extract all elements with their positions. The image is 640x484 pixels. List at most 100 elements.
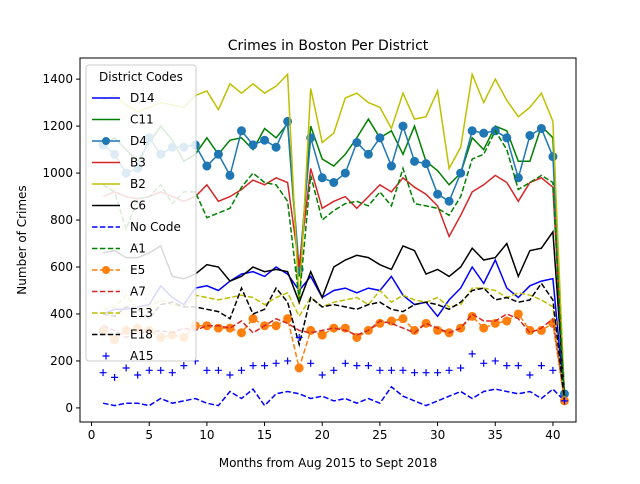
data-point: [537, 362, 545, 370]
data-point: [525, 130, 535, 140]
data-point: [468, 350, 476, 358]
y-tick-label: 1000: [42, 166, 73, 180]
data-point: [111, 373, 119, 381]
data-point: [387, 366, 395, 374]
data-point: [479, 128, 489, 138]
series-a15: [99, 333, 568, 405]
data-point: [213, 149, 223, 159]
legend-entry-e18: E18: [92, 328, 153, 342]
data-point: [180, 362, 188, 370]
data-point: [353, 362, 361, 370]
x-tick-label: 35: [488, 428, 503, 442]
data-point: [307, 359, 315, 367]
legend: District Codes D14 C11 D4 B3 B2 C6 No Code A1 E5…: [85, 64, 197, 363]
legend-label: C6: [130, 199, 146, 213]
data-point: [340, 168, 350, 178]
legend-entry-d14: D14: [92, 91, 155, 105]
data-point: [434, 369, 442, 377]
legend-marker: [102, 352, 110, 360]
data-point: [145, 366, 153, 374]
series-no-code: [102, 385, 566, 407]
data-point: [99, 369, 107, 377]
legend-marker: [102, 137, 110, 145]
legend-entry-no-code: No Code: [92, 220, 181, 234]
legend-marker: [102, 266, 110, 274]
data-point: [422, 369, 430, 377]
data-point: [248, 314, 258, 324]
legend-label: A7: [130, 285, 146, 299]
y-tick-label: 800: [50, 213, 73, 227]
y-tick-label: 600: [50, 260, 73, 274]
data-point: [168, 369, 176, 377]
data-point: [271, 321, 281, 331]
y-tick-label: 200: [50, 354, 73, 368]
x-tick-label: 20: [315, 428, 330, 442]
data-point: [491, 357, 499, 365]
data-point: [398, 314, 408, 324]
data-point: [514, 362, 522, 370]
data-point: [467, 126, 477, 136]
y-tick-label: 1400: [42, 72, 73, 86]
data-point: [249, 362, 257, 370]
data-point: [202, 161, 212, 171]
chart-title: Crimes in Boston Per District: [228, 38, 429, 54]
data-point: [457, 364, 465, 372]
data-point: [526, 371, 534, 379]
y-tick-label: 1200: [42, 119, 73, 133]
data-point: [411, 369, 419, 377]
legend-label: D4: [130, 134, 147, 148]
data-point: [502, 133, 512, 143]
y-tick-label: 0: [65, 401, 73, 415]
legend-label: D14: [130, 91, 155, 105]
data-point: [226, 371, 234, 379]
data-point: [284, 357, 292, 365]
legend-label: C11: [130, 113, 154, 127]
data-point: [479, 323, 489, 333]
data-point: [399, 366, 407, 374]
data-point: [560, 397, 568, 405]
data-point: [272, 359, 280, 367]
legend-entry-e5: E5: [92, 263, 145, 277]
data-point: [317, 330, 327, 340]
legend-label: B2: [130, 177, 146, 191]
data-point: [261, 362, 269, 370]
data-point: [456, 168, 466, 178]
data-point: [398, 121, 408, 131]
data-point: [236, 126, 246, 136]
data-point: [248, 140, 258, 150]
legend-label: A1: [130, 242, 146, 256]
data-point: [306, 325, 316, 335]
data-point: [503, 362, 511, 370]
data-point: [375, 133, 385, 143]
data-point: [157, 366, 165, 374]
data-point: [225, 170, 235, 180]
legend-label: E13: [130, 306, 153, 320]
x-tick-label: 5: [145, 428, 153, 442]
legend-entry-b3: B3: [92, 156, 146, 170]
legend-entry-a15: A15: [102, 349, 153, 363]
legend-label: B3: [130, 156, 146, 170]
data-point: [444, 196, 454, 206]
data-point: [329, 323, 339, 333]
legend-entries: D14 C11 D4 B3 B2 C6 No Code A1 E5 A7 E13 E18 A15: [92, 91, 181, 363]
y-axis-label: Number of Crimes: [15, 185, 29, 294]
x-tick-label: 10: [199, 428, 214, 442]
legend-entry-d4: D4: [92, 134, 147, 148]
x-tick-label: 0: [88, 428, 96, 442]
x-tick-label: 25: [372, 428, 387, 442]
legend-entry-a7: A7: [92, 285, 146, 299]
plot-frame: [79, 57, 577, 423]
legend-entry-b2: B2: [92, 177, 146, 191]
y-tick-label: 400: [50, 307, 73, 321]
data-point: [203, 366, 211, 374]
data-point: [214, 366, 222, 374]
data-point: [445, 366, 453, 374]
legend-entry-a1: A1: [92, 242, 146, 256]
legend-entry-c11: C11: [92, 113, 154, 127]
data-point: [386, 161, 396, 171]
data-point: [433, 189, 443, 199]
x-axis-label: Months from Aug 2015 to Sept 2018: [219, 456, 438, 470]
data-point: [549, 366, 557, 374]
axes-layer: 0 5 10 15 20 25 30 35 40020040060080010001200140…: [42, 57, 577, 442]
